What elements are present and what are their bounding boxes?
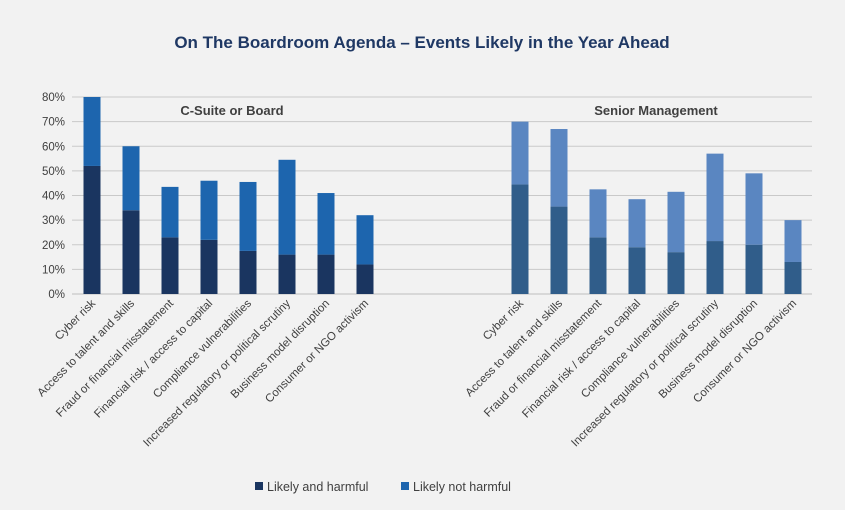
y-axis-ticks: 0% 10% 20% 30% 40% 50% 60% 70% 80% bbox=[42, 92, 65, 301]
bar-segment bbox=[589, 237, 607, 294]
bar-segment bbox=[550, 129, 568, 207]
bar-segment bbox=[784, 261, 802, 294]
legend-label: Likely and harmful bbox=[267, 480, 368, 494]
bar-segment bbox=[589, 189, 607, 238]
y-tick-label: 10% bbox=[42, 264, 65, 276]
y-tick-label: 50% bbox=[42, 166, 65, 178]
bar-segment bbox=[550, 206, 568, 294]
panel-label: Senior Management bbox=[594, 103, 718, 118]
y-tick-label: 40% bbox=[42, 191, 65, 203]
bar-segment bbox=[667, 191, 685, 253]
bar-segment bbox=[122, 210, 140, 294]
bars bbox=[83, 97, 802, 294]
panel-labels: C-Suite or Board Senior Management bbox=[180, 103, 718, 118]
bar-segment bbox=[745, 244, 763, 294]
bar-segment bbox=[784, 220, 802, 262]
bar-segment bbox=[745, 173, 763, 245]
x-tick-label: Increased regulatory or political scruti… bbox=[569, 297, 721, 449]
y-tick-label: 20% bbox=[42, 240, 65, 252]
bar-segment bbox=[278, 254, 296, 294]
bar-segment bbox=[122, 146, 140, 211]
bar-segment bbox=[83, 165, 101, 294]
grid bbox=[72, 96, 812, 295]
bar-segment bbox=[511, 184, 529, 294]
bar-segment bbox=[239, 250, 257, 294]
bar-segment bbox=[667, 252, 685, 294]
x-tick-label: Increased regulatory or political scruti… bbox=[141, 297, 293, 449]
panel-label: C-Suite or Board bbox=[180, 103, 283, 118]
bar-segment bbox=[356, 215, 374, 265]
y-tick-label: 70% bbox=[42, 117, 65, 129]
legend: Likely and harmful Likely not harmful bbox=[255, 480, 511, 494]
bar-segment bbox=[161, 237, 179, 294]
bar-segment bbox=[706, 153, 724, 242]
bar-segment bbox=[628, 247, 646, 294]
bar-segment bbox=[161, 186, 179, 238]
legend-swatch bbox=[401, 482, 409, 490]
y-tick-label: 30% bbox=[42, 215, 65, 227]
y-tick-label: 80% bbox=[42, 92, 65, 104]
bar-segment bbox=[83, 97, 101, 166]
bar-segment bbox=[511, 121, 529, 185]
y-tick-label: 60% bbox=[42, 141, 65, 153]
bar-segment bbox=[317, 254, 335, 294]
bar-segment bbox=[200, 239, 218, 294]
bar-segment bbox=[317, 193, 335, 255]
y-tick-label: 0% bbox=[48, 289, 65, 301]
bar-segment bbox=[200, 180, 218, 240]
bar-segment bbox=[239, 181, 257, 251]
legend-swatch bbox=[255, 482, 263, 490]
legend-label: Likely not harmful bbox=[413, 480, 511, 494]
bar-segment bbox=[356, 264, 374, 294]
bar-segment bbox=[706, 241, 724, 294]
bar-segment bbox=[628, 199, 646, 248]
chart-title: On The Boardroom Agenda – Events Likely … bbox=[174, 33, 669, 52]
bar-segment bbox=[278, 159, 296, 255]
